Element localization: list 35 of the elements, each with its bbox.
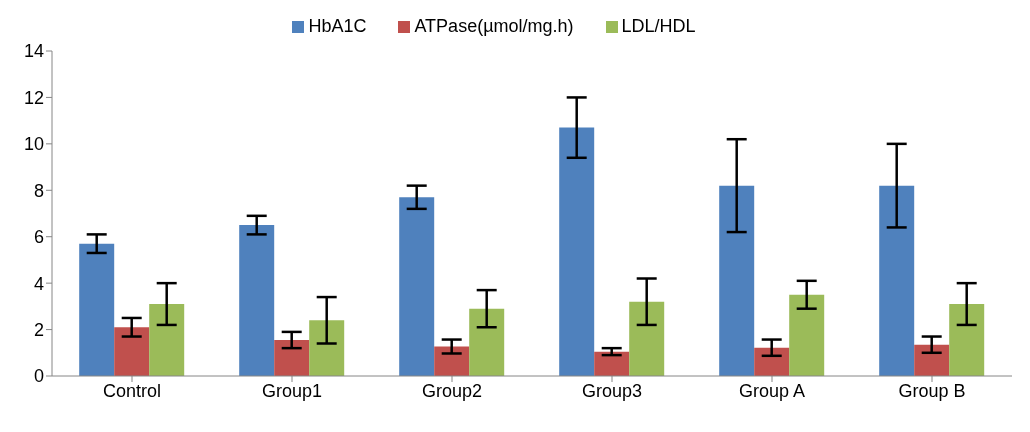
y-tick-label: 12 bbox=[23, 87, 44, 108]
bar bbox=[239, 225, 275, 376]
bar bbox=[914, 344, 950, 376]
bar bbox=[754, 347, 790, 376]
bar bbox=[149, 304, 185, 376]
y-tick-label: 2 bbox=[33, 319, 44, 340]
bar bbox=[274, 340, 310, 376]
x-tick-label: Group3 bbox=[581, 380, 643, 401]
bar bbox=[469, 308, 505, 376]
bar bbox=[309, 320, 345, 376]
y-tick-label: 0 bbox=[33, 366, 44, 387]
x-tick-label: Group2 bbox=[421, 380, 483, 401]
bar bbox=[719, 185, 755, 376]
y-tick-label: 6 bbox=[33, 227, 44, 248]
bar bbox=[789, 294, 825, 376]
bar bbox=[879, 185, 915, 376]
bar bbox=[114, 327, 150, 376]
legend-label: ATPase(µmol/mg.h) bbox=[414, 16, 574, 36]
y-tick-label: 14 bbox=[23, 41, 44, 62]
x-tick-label: Group1 bbox=[261, 380, 323, 401]
legend-label: HbA1C bbox=[308, 16, 367, 36]
y-tick-label: 4 bbox=[33, 273, 44, 294]
x-tick-label: Group A bbox=[738, 380, 806, 401]
legend-label: LDL/HDL bbox=[621, 16, 696, 36]
bar bbox=[629, 301, 665, 376]
bar bbox=[949, 304, 985, 376]
bar bbox=[434, 346, 470, 376]
bar bbox=[559, 127, 595, 376]
x-tick-label: Control bbox=[102, 380, 162, 401]
bar bbox=[594, 351, 630, 376]
bar bbox=[79, 243, 115, 376]
x-tick-label: Group B bbox=[898, 380, 966, 401]
y-tick-label: 10 bbox=[23, 134, 44, 155]
bar bbox=[399, 197, 435, 376]
y-tick-label: 8 bbox=[33, 180, 44, 201]
